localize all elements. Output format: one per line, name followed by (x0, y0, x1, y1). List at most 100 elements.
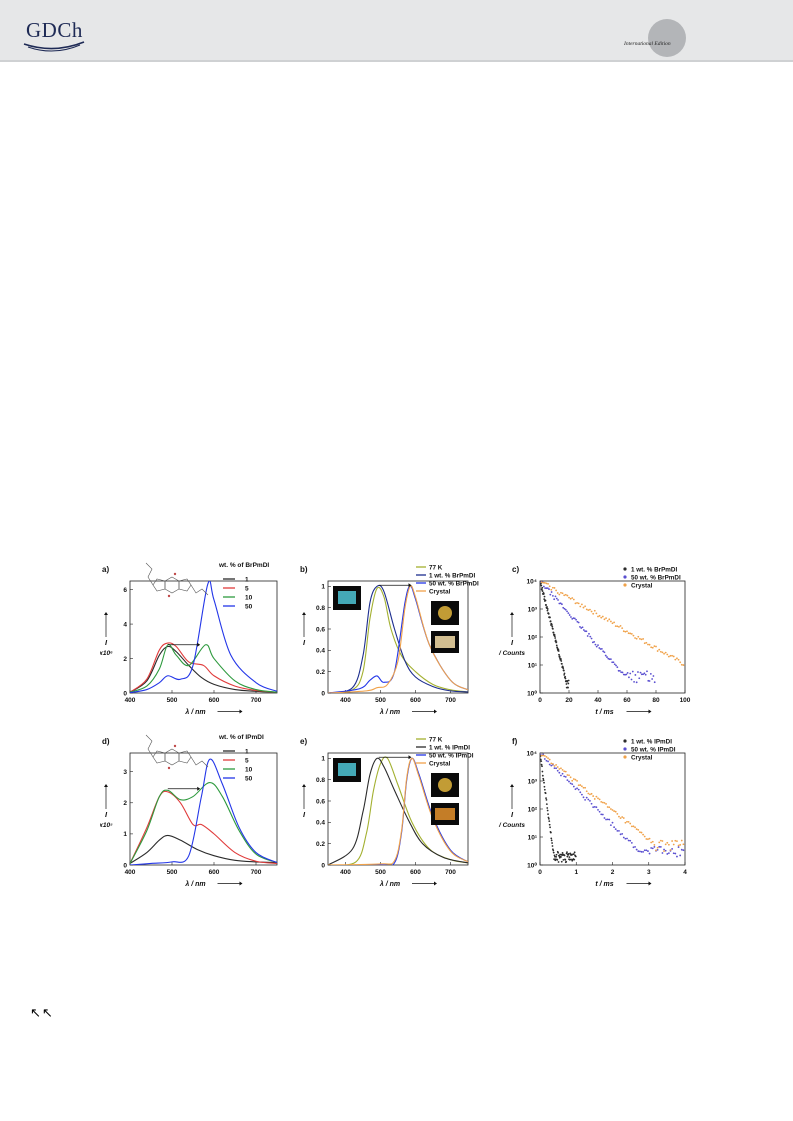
data-point (579, 784, 582, 786)
data-point (606, 619, 609, 622)
data-point (593, 798, 596, 800)
data-point (652, 675, 655, 677)
data-point (667, 843, 670, 846)
data-point (592, 806, 595, 809)
data-point (626, 630, 628, 633)
header-divider (0, 60, 793, 62)
halogen-atom (173, 572, 177, 576)
data-point (664, 651, 667, 654)
data-point (651, 646, 654, 649)
data-point (568, 596, 570, 599)
data-point (582, 629, 585, 631)
legend-entry: 50 wt. % IPmDI (631, 746, 676, 753)
ring-right (178, 578, 192, 592)
data-point (627, 839, 630, 842)
x-tick-label: 4 (683, 869, 687, 876)
data-point (572, 778, 575, 780)
data-point (606, 818, 609, 821)
data-point (643, 642, 646, 645)
y-tick-label: 10³ (528, 778, 538, 785)
data-point (671, 848, 674, 850)
data-point (667, 852, 670, 854)
data-point (561, 603, 563, 606)
data-point (651, 847, 654, 850)
data-point (664, 849, 667, 852)
data-point (624, 630, 627, 633)
data-point (606, 806, 609, 808)
series-line (328, 757, 468, 865)
data-point (664, 843, 667, 846)
data-point (589, 608, 591, 611)
data-point (637, 671, 639, 673)
data-point (564, 677, 567, 680)
data-point (637, 828, 640, 831)
data-point (587, 792, 590, 795)
data-point (540, 584, 543, 587)
data-point (621, 816, 624, 818)
x-tick-label: 400 (340, 869, 351, 876)
data-point (545, 803, 548, 806)
data-point (598, 798, 601, 801)
data-point (598, 810, 601, 813)
data-point (643, 835, 646, 838)
data-point (561, 592, 564, 595)
y-tick-label: 10³ (528, 606, 538, 613)
data-point (574, 788, 577, 791)
data-point (560, 591, 562, 594)
legend-entry: Crystal (429, 760, 451, 767)
plot-frame (129, 752, 278, 866)
data-point (621, 832, 624, 835)
back-arrows-icon[interactable]: ↖↖ (30, 1006, 54, 1021)
shift-arrowhead (197, 642, 201, 647)
edition-label: International Edition (624, 41, 671, 47)
data-point (653, 844, 656, 846)
x-axis-arrowhead (239, 709, 243, 714)
y-axis-arrowhead (104, 612, 108, 615)
data-point (579, 791, 582, 794)
data-point (645, 641, 648, 644)
data-point (619, 833, 622, 836)
data-point (539, 578, 541, 580)
data-point (640, 638, 643, 641)
data-point (680, 663, 683, 666)
data-point (541, 586, 544, 589)
data-point (549, 831, 552, 834)
data-point (661, 651, 664, 654)
data-point (560, 774, 562, 777)
data-point (659, 650, 662, 653)
legend-entry: 5 (245, 585, 249, 592)
data-point (555, 641, 558, 643)
data-point (605, 818, 607, 821)
data-point (585, 790, 588, 793)
data-point (551, 842, 553, 844)
legend-entry: 1 (245, 576, 249, 583)
x-tick-label: 40 (594, 697, 602, 704)
data-point (580, 793, 583, 796)
data-point (542, 581, 545, 584)
legend-title: wt. % of IPmDI (218, 734, 264, 741)
x-tick-label: 600 (410, 697, 421, 704)
data-point (571, 597, 574, 599)
x-tick-label: 3 (647, 869, 651, 876)
data-point (667, 655, 670, 658)
molecule-structure (145, 562, 209, 598)
data-point (585, 608, 588, 611)
data-point (558, 768, 561, 770)
data-point (554, 637, 557, 639)
photo-film-glow (338, 591, 356, 604)
data-point (590, 792, 593, 795)
data-point (609, 658, 612, 661)
data-point (563, 775, 566, 778)
logo-text: GDCh (26, 18, 83, 42)
data-point (629, 822, 632, 825)
data-point (630, 633, 633, 635)
alkyl-chain-left (145, 562, 154, 586)
data-point (569, 782, 572, 785)
y-axis-arrowhead (302, 612, 306, 615)
plot-frame (327, 580, 469, 694)
legend-entry: 50 (245, 603, 253, 610)
legend-entry: 1 wt. % IPmDI (631, 738, 672, 745)
legend-entry: 50 wt. % BrPmDI (429, 580, 479, 587)
legend-entry: 50 wt. % IPmDI (429, 752, 474, 759)
data-point (576, 779, 578, 782)
